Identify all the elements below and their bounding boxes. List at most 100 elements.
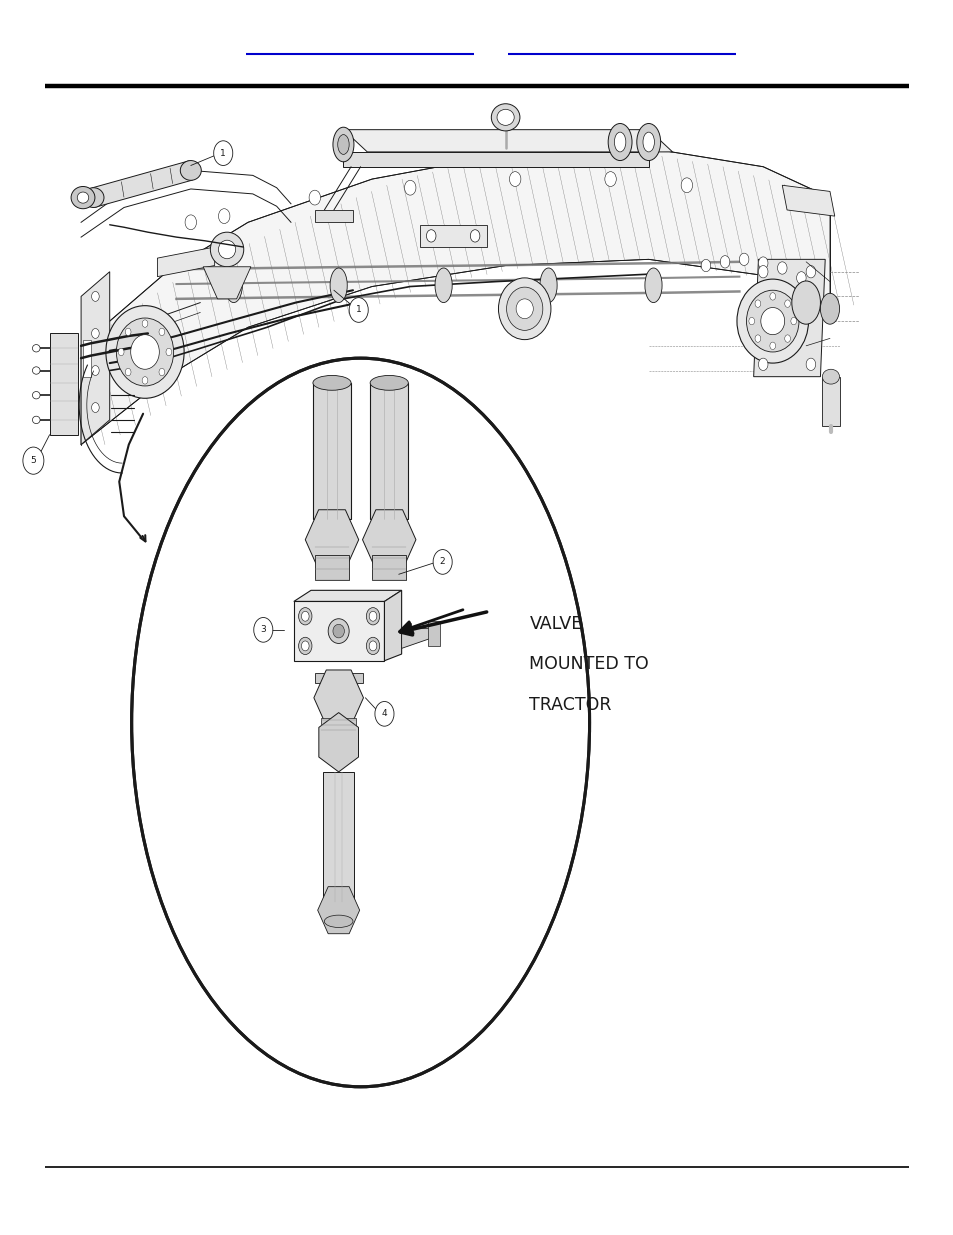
Ellipse shape xyxy=(210,232,243,267)
Ellipse shape xyxy=(737,279,808,363)
Text: 1: 1 xyxy=(220,148,226,158)
Ellipse shape xyxy=(820,294,839,325)
Ellipse shape xyxy=(791,282,820,325)
Circle shape xyxy=(509,172,520,186)
Polygon shape xyxy=(314,673,362,683)
Ellipse shape xyxy=(746,290,799,352)
Polygon shape xyxy=(294,601,384,661)
Circle shape xyxy=(700,259,710,272)
Circle shape xyxy=(754,300,760,308)
Circle shape xyxy=(349,298,368,322)
Circle shape xyxy=(125,368,131,375)
Circle shape xyxy=(298,637,312,655)
Ellipse shape xyxy=(608,124,631,161)
Circle shape xyxy=(91,403,99,412)
Ellipse shape xyxy=(77,193,89,204)
Circle shape xyxy=(426,230,436,242)
Polygon shape xyxy=(294,590,401,601)
Polygon shape xyxy=(81,148,829,445)
Circle shape xyxy=(159,329,165,336)
Text: 3: 3 xyxy=(260,625,266,635)
Ellipse shape xyxy=(32,367,40,374)
Circle shape xyxy=(118,348,124,356)
Circle shape xyxy=(754,335,760,342)
Circle shape xyxy=(739,253,748,266)
Circle shape xyxy=(166,348,172,356)
Ellipse shape xyxy=(614,132,625,152)
Circle shape xyxy=(769,342,775,350)
Ellipse shape xyxy=(642,132,654,152)
Circle shape xyxy=(366,637,379,655)
Ellipse shape xyxy=(32,345,40,352)
Circle shape xyxy=(23,447,44,474)
Ellipse shape xyxy=(324,915,353,927)
Ellipse shape xyxy=(497,110,514,126)
Ellipse shape xyxy=(760,308,783,335)
Ellipse shape xyxy=(491,104,519,131)
Circle shape xyxy=(142,320,148,327)
Circle shape xyxy=(769,293,775,300)
Polygon shape xyxy=(428,621,439,646)
Ellipse shape xyxy=(539,268,557,303)
Circle shape xyxy=(309,190,320,205)
Ellipse shape xyxy=(218,240,235,259)
Circle shape xyxy=(404,180,416,195)
Circle shape xyxy=(301,611,309,621)
Circle shape xyxy=(758,257,767,269)
Circle shape xyxy=(301,641,309,651)
Polygon shape xyxy=(314,210,353,222)
Polygon shape xyxy=(91,161,193,207)
Polygon shape xyxy=(401,629,430,648)
Circle shape xyxy=(777,262,786,274)
Ellipse shape xyxy=(83,188,104,207)
Circle shape xyxy=(604,172,616,186)
Circle shape xyxy=(748,317,754,325)
Ellipse shape xyxy=(506,288,542,331)
Polygon shape xyxy=(419,225,486,247)
Circle shape xyxy=(805,266,815,278)
Polygon shape xyxy=(372,555,406,580)
Circle shape xyxy=(680,178,692,193)
Ellipse shape xyxy=(337,135,349,154)
Circle shape xyxy=(784,300,790,308)
Circle shape xyxy=(91,291,99,301)
Polygon shape xyxy=(343,152,648,167)
Circle shape xyxy=(470,230,479,242)
Text: 4: 4 xyxy=(381,709,387,719)
Polygon shape xyxy=(157,247,214,277)
Polygon shape xyxy=(323,772,354,902)
Ellipse shape xyxy=(497,278,551,340)
Circle shape xyxy=(159,368,165,375)
Ellipse shape xyxy=(106,306,184,398)
Ellipse shape xyxy=(516,299,533,319)
Text: 1: 1 xyxy=(355,305,361,315)
Text: 2: 2 xyxy=(439,557,445,567)
Ellipse shape xyxy=(32,416,40,424)
Circle shape xyxy=(758,266,767,278)
Text: TRACTOR: TRACTOR xyxy=(529,697,611,714)
Polygon shape xyxy=(781,185,834,216)
Ellipse shape xyxy=(370,375,408,390)
Polygon shape xyxy=(83,340,91,377)
Polygon shape xyxy=(314,555,349,580)
Ellipse shape xyxy=(71,186,95,209)
Ellipse shape xyxy=(644,268,661,303)
Circle shape xyxy=(218,209,230,224)
Circle shape xyxy=(91,366,99,375)
Circle shape xyxy=(213,141,233,165)
Text: 5: 5 xyxy=(30,456,36,466)
Circle shape xyxy=(369,611,376,621)
Ellipse shape xyxy=(225,268,242,303)
Circle shape xyxy=(796,272,805,284)
Circle shape xyxy=(433,550,452,574)
Circle shape xyxy=(253,618,273,642)
Polygon shape xyxy=(81,272,110,445)
Polygon shape xyxy=(343,130,672,152)
Polygon shape xyxy=(313,383,351,519)
Polygon shape xyxy=(203,267,251,299)
Circle shape xyxy=(784,335,790,342)
Circle shape xyxy=(298,608,312,625)
Circle shape xyxy=(366,608,379,625)
Polygon shape xyxy=(321,718,355,730)
Ellipse shape xyxy=(116,317,173,385)
